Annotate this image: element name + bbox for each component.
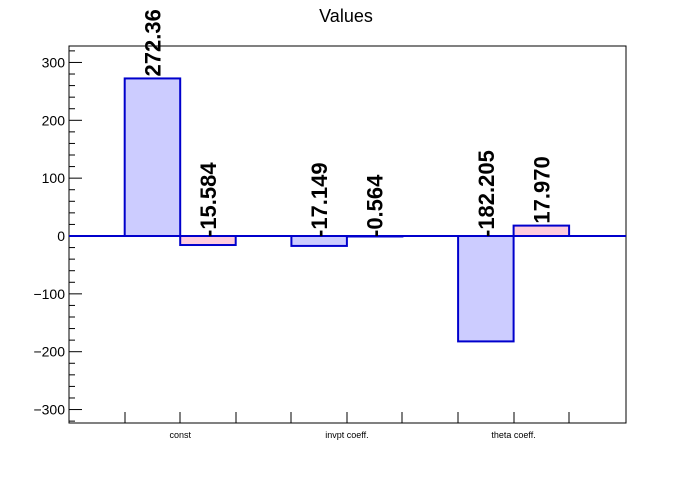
data-labels: 272.36 -15.584 -17.149 -0.564 -182.205 17.970 (140, 9, 554, 237)
y-tick-label: −300 (33, 402, 65, 418)
x-category-label: theta coeff. (491, 430, 535, 440)
y-tick-label: 0 (57, 228, 65, 244)
x-axis: const invpt coeff. theta coeff. (124, 412, 570, 440)
bar-value-label: 272.36 (140, 9, 165, 76)
bar-value-label: -15.584 (196, 162, 221, 237)
bar (512, 224, 571, 237)
chart-title: Values (319, 6, 373, 26)
y-tick-label: −100 (33, 286, 65, 302)
bar-value-label: -182.205 (474, 150, 499, 237)
y-tick-label: 300 (42, 54, 66, 70)
x-category-label: invpt coeff. (325, 430, 368, 440)
bar-value-label: -17.149 (307, 162, 332, 237)
bar-value-label: -0.564 (363, 174, 388, 237)
bar (123, 77, 182, 237)
y-tick-label: −200 (33, 344, 65, 360)
y-tick-label: 100 (42, 170, 66, 186)
bars (69, 77, 626, 343)
x-category-label: const (169, 430, 191, 440)
y-tick-label: 200 (42, 112, 66, 128)
y-axis: −300 −200 −100 0 100 200 300 (33, 50, 82, 422)
bar (457, 235, 515, 343)
bar-value-label: 17.970 (529, 156, 554, 223)
